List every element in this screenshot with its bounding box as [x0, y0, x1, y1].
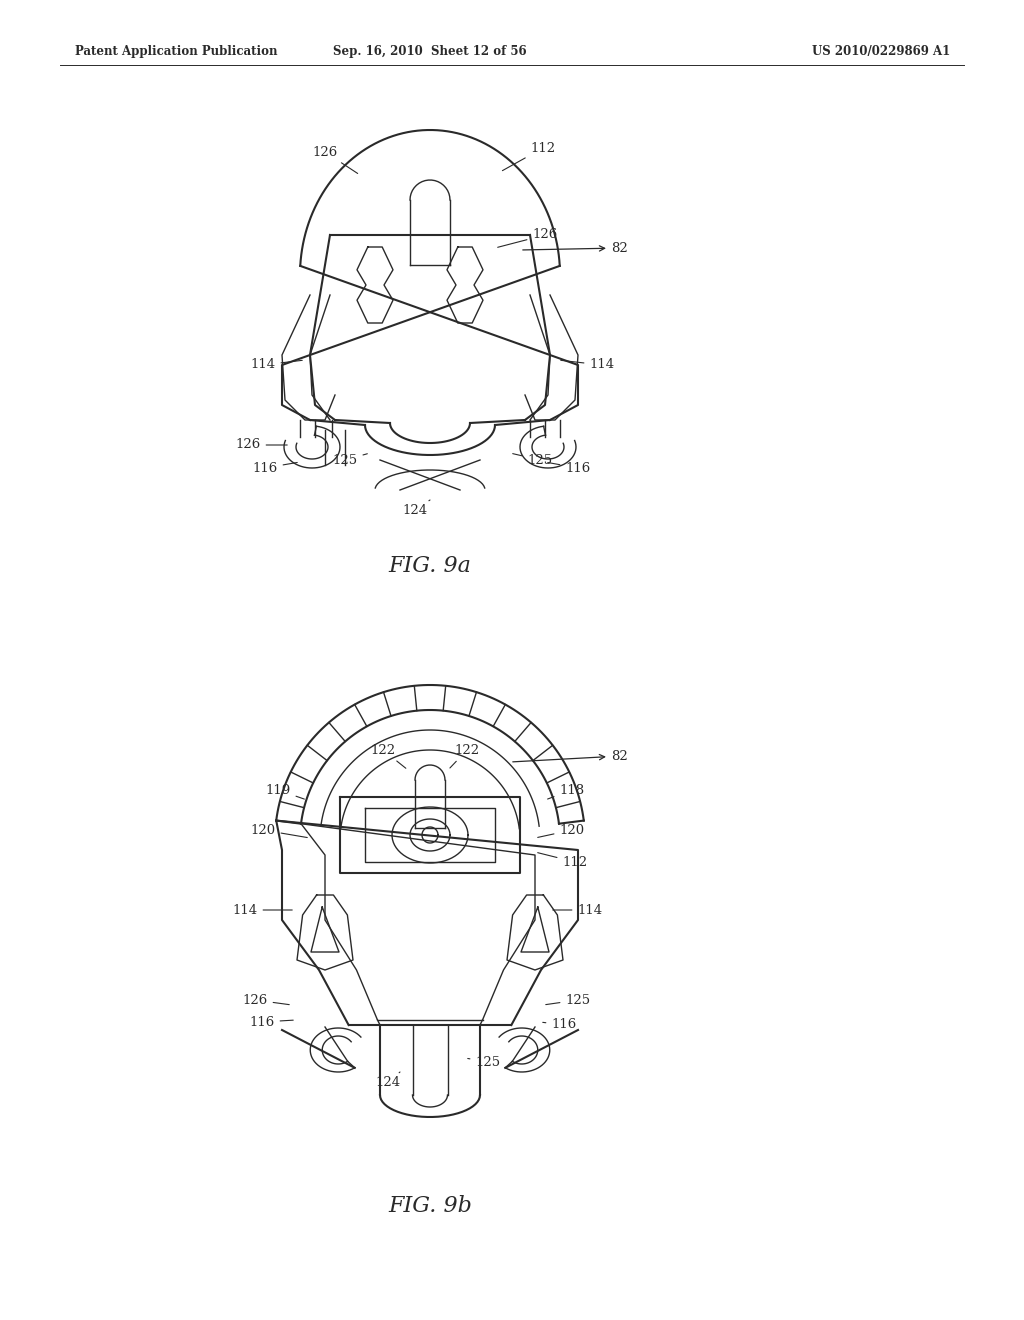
Text: 124: 124: [402, 500, 430, 516]
Text: Sep. 16, 2010  Sheet 12 of 56: Sep. 16, 2010 Sheet 12 of 56: [333, 45, 526, 58]
Text: 125: 125: [513, 454, 553, 466]
Text: 126: 126: [243, 994, 289, 1006]
Text: 126: 126: [498, 228, 558, 247]
Text: 119: 119: [265, 784, 304, 799]
Text: 112: 112: [503, 141, 556, 170]
Text: Patent Application Publication: Patent Application Publication: [75, 45, 278, 58]
Text: 114: 114: [553, 903, 602, 916]
Text: 125: 125: [468, 1056, 501, 1068]
Text: US 2010/0229869 A1: US 2010/0229869 A1: [812, 45, 950, 58]
Text: 125: 125: [546, 994, 591, 1006]
Text: 114: 114: [232, 903, 292, 916]
Text: 112: 112: [538, 853, 588, 869]
Text: 116: 116: [548, 462, 591, 474]
Text: 82: 82: [523, 242, 629, 255]
Text: 125: 125: [333, 454, 368, 466]
Text: 126: 126: [236, 438, 287, 451]
Text: 114: 114: [561, 359, 614, 371]
Text: 114: 114: [251, 359, 302, 371]
Text: 82: 82: [513, 750, 629, 763]
Text: 122: 122: [450, 743, 479, 768]
Text: 116: 116: [252, 462, 297, 474]
Text: 116: 116: [250, 1015, 293, 1028]
Text: 120: 120: [251, 824, 307, 837]
Text: 118: 118: [548, 784, 585, 799]
Text: FIG. 9a: FIG. 9a: [388, 554, 471, 577]
Text: 116: 116: [543, 1019, 577, 1031]
Text: 126: 126: [312, 145, 357, 173]
Text: 120: 120: [538, 824, 585, 837]
Text: 122: 122: [371, 743, 406, 768]
Text: FIG. 9b: FIG. 9b: [388, 1195, 472, 1217]
Text: 124: 124: [376, 1072, 400, 1089]
